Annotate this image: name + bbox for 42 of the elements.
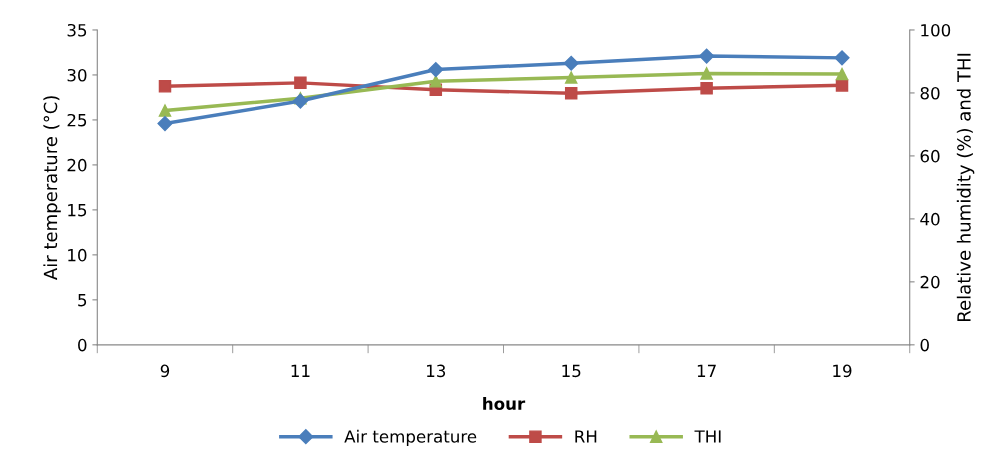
y-tick-label: 35 [67,23,87,37]
y2-tick-label: 40 [920,212,940,226]
x-tick-label: 15 [562,364,581,378]
point [835,67,849,81]
x-tick-label: 17 [697,364,716,377]
point [700,67,713,80]
point [699,48,715,64]
y2-axis-title: Relative humidity (%) and THI [956,53,975,321]
point [294,76,307,90]
x-tick-label: 9 [160,364,170,378]
y2-tick-label: 20 [920,275,940,289]
y-tick-label: 5 [78,294,87,307]
point [158,104,172,117]
point [428,61,444,78]
point [564,87,578,100]
point [429,75,443,88]
y-tick-label: 0 [78,338,87,352]
y-axis-title: Air temperature (°C) [43,96,61,280]
y-tick-label: 30 [67,68,87,82]
y-tick-label: 15 [68,204,87,217]
point [157,115,173,132]
x-tick-label: 19 [833,364,852,378]
y2-tick-label: 60 [920,149,940,163]
point [564,71,578,84]
y2-tick-label: 0 [920,338,929,352]
y-tick-label: 20 [67,158,87,172]
legend-label: THI [694,430,721,443]
point [563,55,579,71]
x-axis-title: hour [483,397,526,410]
point [158,80,172,93]
y2-tick-label: 80 [920,86,940,100]
point [835,79,849,92]
y-tick-label: 25 [67,113,87,127]
y-tick-label: 10 [68,248,87,262]
x-tick-label: 13 [427,364,446,378]
legend-label: RH [575,430,597,443]
y2-tick-label: 100 [921,23,951,37]
point [834,50,850,66]
x-tick-label: 11 [291,364,310,377]
point [292,93,308,109]
point [700,81,713,95]
legend-label: Air temperature [344,429,477,446]
